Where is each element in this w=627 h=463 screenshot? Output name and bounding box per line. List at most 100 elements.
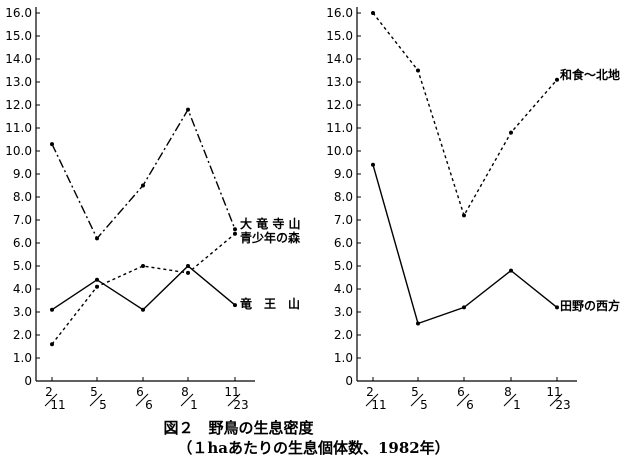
panel1-series-1-point [186,107,190,112]
panel1-series-2-point [95,284,99,289]
panel1-y-tick-label: 7.0 [13,213,32,227]
panel2-y-tick-label: 0 [345,374,353,388]
panel2-y-tick-label: 8.0 [334,190,353,204]
panel2-x-label-top: 6 [457,385,465,399]
panel1-x-label-bottom: 6 [145,398,153,412]
panel1-series-3-point [50,307,54,312]
panel1-x-label-slash [44,393,58,407]
panel2-x-label-slash [410,393,424,407]
panel2-series-2-point [462,305,466,310]
panel1-series-label: 青少年の森 [240,230,301,245]
panel2-y-tick-label: 16.0 [326,6,353,20]
panel2-series-2-point [555,305,559,310]
panel1-x-label-top: 5 [90,385,98,399]
panel1-series-3-point [186,264,190,268]
panel2-x-label-bottom: 1 [513,398,521,412]
panel2-y-tick-label: 6.0 [334,236,353,250]
panel2-series-1-point [555,77,559,82]
panel1-series-1-point [141,183,145,188]
panel1-x-label-bottom: 1 [190,398,198,412]
panel2-series-2-point [509,268,513,273]
panel2-y-tick-label: 5.0 [334,259,353,273]
panel2-series-1-point [371,11,375,15]
panel2-y-tick-label: 15.0 [326,29,353,43]
panel1-series-3-line [51,265,236,311]
panel1-y-tick-label: 6.0 [13,236,32,250]
panel1-series-2-line [51,233,236,345]
panel1-y-tick-label: 8.0 [13,190,32,204]
panel1-y-tick-label: 11.0 [5,121,32,135]
panel1-x-label-top: 6 [136,385,144,399]
panel1-y-tick-label: 0 [24,374,32,388]
panel1-y-tick-label: 2.0 [13,328,32,342]
caption-title: 図２ 野鳥の生息密度 [163,419,314,437]
panel1-x-label-top: 2 [45,385,53,399]
panel1-series-3-point [141,307,145,312]
panel2-x-label-bottom: 6 [466,398,474,412]
panel1-y-tick-label: 5.0 [13,259,32,273]
panel1-x-label-top: 11 [224,385,239,399]
panel1-series-2-point [186,270,190,275]
panel1-x-label-slash [135,393,149,407]
caption-subtitle: （１haあたりの生息個体数、1982年） [177,439,450,457]
panel2-x-label-slash [365,393,379,407]
figure-caption: 図２ 野鳥の生息密度 （１haあたりの生息個体数、1982年） [0,418,627,458]
panel2-x-label-slash [456,393,470,407]
panel1-series-1-point [233,227,237,232]
panel1-y-tick-label: 1.0 [13,351,32,365]
panel2-y-tick-label: 10.0 [326,144,353,158]
panel1-x-label-slash [180,393,194,407]
panel2-y-tick-label: 2.0 [334,328,353,342]
panel1-y-tick-label: 10.0 [5,144,32,158]
panel1-y-tick-label: 15.0 [5,29,32,43]
panel2-x-label-slash [503,393,517,407]
panel1-y-tick-label: 12.0 [5,98,32,112]
panel2-y-tick-label: 7.0 [334,213,353,227]
panel2-series-1-point [509,130,513,135]
panel1-series-2-point [141,264,145,268]
panel2-x-label-top: 2 [366,385,374,399]
panel2-x-label-bottom: 5 [420,398,428,412]
panel2-series-label: 田野の西方 [560,298,620,313]
panel1-series-3-point [233,303,237,308]
panel1-y-tick-label: 16.0 [5,6,32,20]
panel2-x-label-bottom: 23 [555,398,570,412]
panel1-x-label-slash [89,393,103,407]
panel1-y-tick-label: 9.0 [13,167,32,181]
panel1-series-2-point [233,231,237,236]
panel2-x-label-bottom: 11 [371,398,386,412]
panel2-series-2-line [372,164,558,325]
panel1-series-label: 竜 王 山 [240,296,300,311]
panel1-x-label-slash [227,393,241,407]
panel1-y-tick-label: 13.0 [5,75,32,89]
panel2-series-1-point [462,213,466,218]
panel1-series-label: 大 竜 寺 山 [240,216,301,231]
panel2-y-tick-label: 4.0 [334,282,353,296]
panel2-y-tick-label: 3.0 [334,305,353,319]
panel2-series-1-line [372,12,558,218]
panel2-y-tick-label: 11.0 [326,121,353,135]
panel1-y-tick-label: 4.0 [13,282,32,296]
panel1-x-label-bottom: 5 [99,398,107,412]
panel1-series-1-point [95,236,99,241]
panel2-y-tick-label: 13.0 [326,75,353,89]
panel2-series-2-point [371,162,375,167]
panel1-series-3-point [95,277,99,282]
panel1-series-1-point [50,142,54,147]
panel2-series-label: 和食〜北地 [559,67,620,82]
panel1-series-2-point [50,342,54,347]
panel2-series-2-point [416,321,420,326]
panel1-y-tick-label: 14.0 [5,52,32,66]
panel2-y-tick-label: 14.0 [326,52,353,66]
panel2-series-1-point [416,68,420,73]
panel1-x-label-bottom: 23 [233,398,248,412]
panel2-x-label-top: 11 [546,385,561,399]
panel2-x-label-slash [549,393,563,407]
panel2-y-tick-label: 12.0 [326,98,353,112]
panel1-x-label-bottom: 11 [50,398,65,412]
panel2-x-label-top: 8 [504,385,512,399]
panel2-y-tick-label: 1.0 [334,351,353,365]
panel2-y-tick-label: 9.0 [334,167,353,181]
panel1-series-1-line [51,108,236,240]
